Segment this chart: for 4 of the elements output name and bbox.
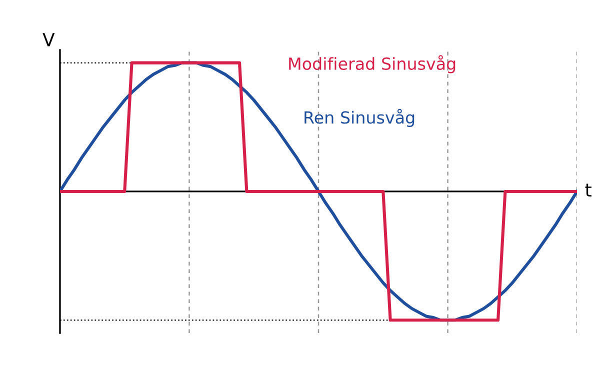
y-axis-title: V [42,33,55,46]
text: Modifierad Sinusvåg [289,55,456,74]
series-label: Ren Sinusvåg [304,108,414,128]
x-axis-title: t [585,184,592,196]
